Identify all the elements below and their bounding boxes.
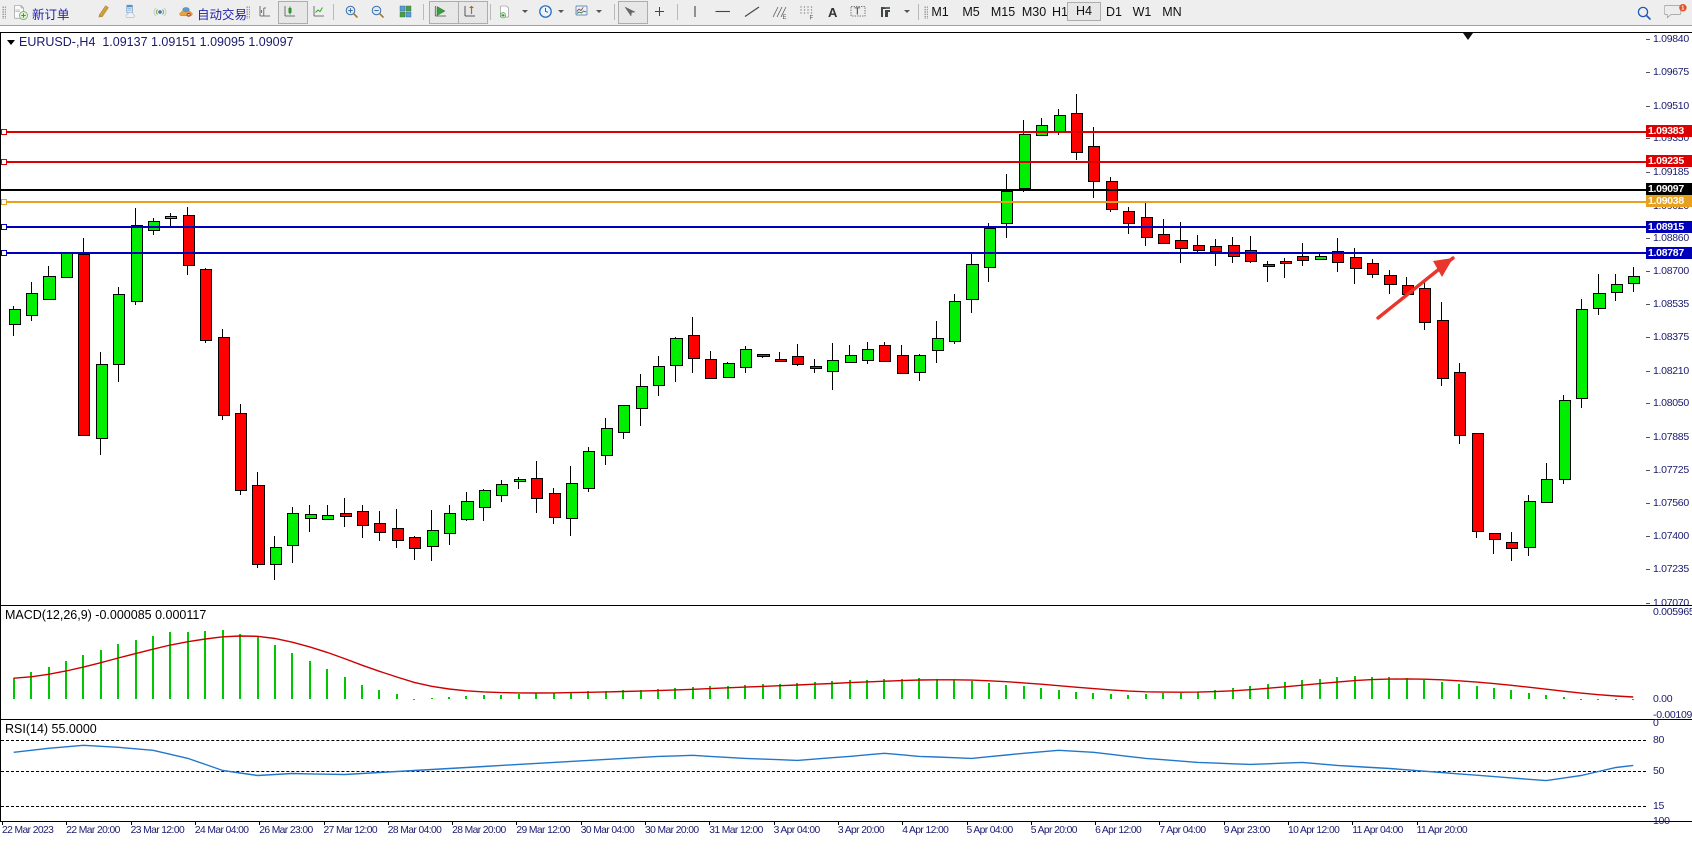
- svg-text:T: T: [854, 7, 860, 18]
- svg-text:A: A: [828, 5, 838, 20]
- svg-text:F: F: [810, 16, 814, 21]
- svg-text:1: 1: [1681, 5, 1684, 11]
- svg-text:E: E: [783, 15, 787, 20]
